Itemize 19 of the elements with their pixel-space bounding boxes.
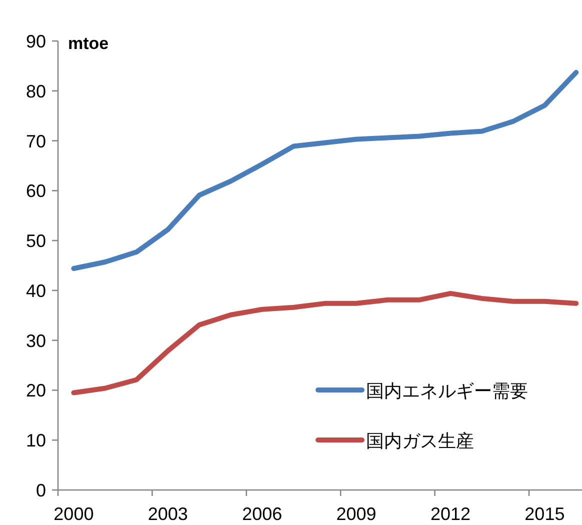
y-tick-label: 30 (26, 330, 46, 351)
y-tick-label: 50 (26, 231, 46, 252)
legend-label: 国内エネルギー需要 (366, 381, 528, 401)
x-tick-label: 2015 (524, 504, 565, 524)
legend-label: 国内ガス生産 (366, 431, 474, 451)
y-tick-label: 90 (26, 32, 46, 52)
x-tick-label: 2012 (430, 504, 471, 524)
y-tick-label: 10 (26, 430, 46, 451)
x-tick-label: 2009 (336, 504, 376, 524)
x-tick-label: 2003 (148, 504, 188, 524)
y-tick-label: 0 (36, 480, 46, 500)
y-axis-title: mtoe (68, 34, 109, 53)
x-tick-label: 2006 (242, 504, 282, 524)
y-tick-label: 20 (26, 380, 46, 401)
x-tick-label: 2000 (54, 504, 94, 524)
y-tick-label: 70 (26, 131, 46, 152)
y-tick-label: 80 (26, 81, 46, 102)
y-tick-label: 40 (26, 280, 46, 301)
y-tick-label: 60 (26, 181, 46, 202)
